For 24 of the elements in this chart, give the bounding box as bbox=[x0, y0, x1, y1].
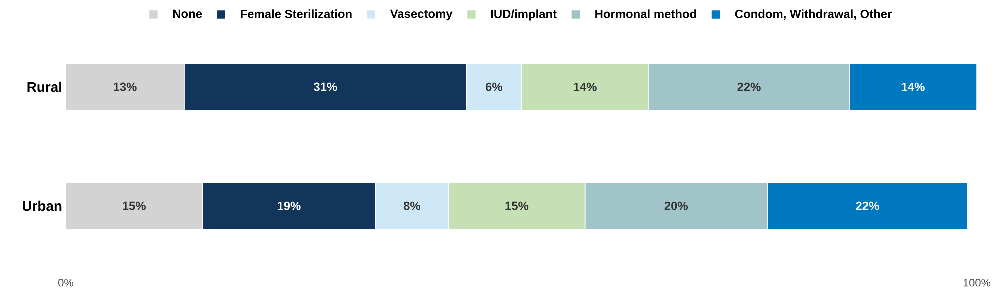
data-label: 15% bbox=[123, 202, 146, 210]
data-label: 22% bbox=[738, 82, 761, 92]
legend-label: Vasectomy bbox=[390, 10, 453, 21]
data-label: 22% bbox=[856, 202, 880, 210]
legend-label: Hormonal method bbox=[596, 10, 696, 18]
x-tick-label: 0% bbox=[58, 279, 74, 287]
bar bbox=[66, 182, 204, 230]
data-label: 31% bbox=[314, 82, 338, 92]
data-label: 14% bbox=[902, 82, 925, 92]
data-label: 13% bbox=[114, 82, 137, 92]
data-label: 6% bbox=[486, 82, 502, 92]
legend-label: Female Sterilization bbox=[241, 10, 352, 18]
legend-label: Condom, Withdrawal, Other bbox=[735, 10, 892, 20]
legend-label: IUD/implant bbox=[491, 10, 557, 21]
y-tick-label: Rural bbox=[28, 82, 62, 92]
bar bbox=[66, 63, 185, 111]
legend-label: None bbox=[173, 10, 202, 18]
y-tick-label: Urban bbox=[23, 200, 62, 212]
data-label: 20% bbox=[664, 202, 688, 210]
x-tick-label: 100% bbox=[964, 279, 991, 287]
data-label: 8% bbox=[404, 202, 421, 210]
data-label: 14% bbox=[574, 82, 597, 92]
data-label: 19% bbox=[278, 202, 301, 210]
data-label: 15% bbox=[506, 202, 529, 210]
